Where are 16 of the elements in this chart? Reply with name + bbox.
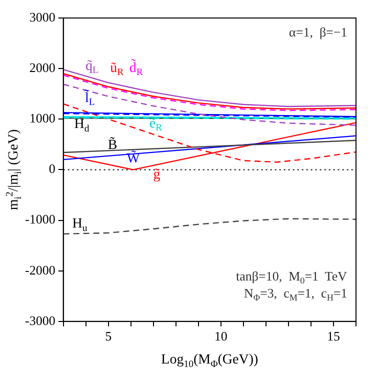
y-tick-label: 2000 [29, 60, 56, 75]
x-tick-label: 15 [326, 328, 340, 344]
y-tick-label: -3000 [24, 312, 56, 328]
y-tick-label: 3000 [29, 9, 56, 24]
line-series [63, 84, 356, 126]
y-tick-label: -1000 [24, 212, 56, 227]
annotation: B̃ [108, 136, 118, 154]
y-tick-label: 0 [48, 161, 56, 176]
y-axis-title: mi2/|mi| (GeV) [4, 128, 24, 210]
line-series [63, 218, 356, 235]
x-tick-label: 10 [214, 328, 228, 344]
y-tick-label: 1000 [29, 110, 56, 126]
annotation: α=1, β=−1 [289, 24, 348, 40]
annotation: g̃ [153, 168, 160, 183]
y-tick-label: -2000 [24, 262, 56, 278]
x-tick-label: 5 [105, 328, 112, 344]
